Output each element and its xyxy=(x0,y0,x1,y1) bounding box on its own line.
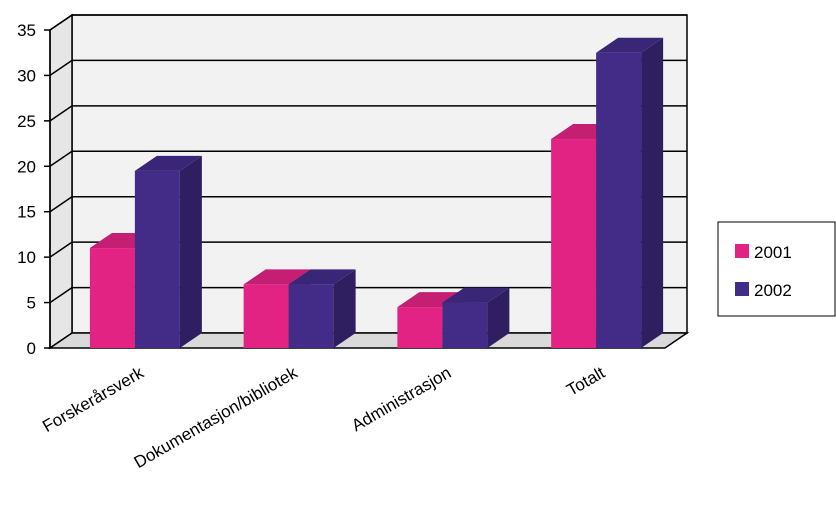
x-label-0: Forskerårsverk xyxy=(39,363,147,436)
x-label-1: Dokumentasjon/bibliotek xyxy=(131,363,301,472)
bar-front-2001-3 xyxy=(551,139,597,348)
bar-side-2002-1 xyxy=(333,269,356,348)
y-tick-label-0: 0 xyxy=(27,339,36,358)
bar-front-2002-3 xyxy=(596,52,642,348)
gridline-20 xyxy=(49,150,687,167)
bar-front-2001-2 xyxy=(397,307,443,348)
bar-2002-2 xyxy=(442,287,510,348)
gridline-15 xyxy=(49,195,687,213)
bar-top-2002-0 xyxy=(134,155,202,171)
bar-front-2001-1 xyxy=(243,284,289,348)
bar-2002-1 xyxy=(288,269,356,348)
bar-2002-0 xyxy=(134,155,202,348)
y-axis-ticks: 0 5 10 15 20 25 30 35 xyxy=(17,21,51,358)
bar-side-2002-3 xyxy=(641,37,664,348)
bar-top-2001-1 xyxy=(243,269,311,285)
bar-front-2002-1 xyxy=(288,284,334,348)
x-label-2: Administrasjon xyxy=(348,363,454,435)
legend-box xyxy=(717,221,836,317)
y-tick-label-30: 30 xyxy=(17,66,36,85)
gridlines xyxy=(49,14,687,304)
y-tick-label-10: 10 xyxy=(17,248,36,267)
y-tick-label-20: 20 xyxy=(17,157,36,176)
legend: 2001 2002 xyxy=(717,221,836,317)
y-tick-label-5: 5 xyxy=(27,294,36,313)
bar-top-2002-2 xyxy=(442,287,510,303)
legend-label-2002: 2002 xyxy=(754,281,792,300)
bar-side-2002-2 xyxy=(487,287,510,348)
bar-side-2002-0 xyxy=(179,155,202,348)
bars xyxy=(89,37,664,349)
y-tick-label-35: 35 xyxy=(17,21,36,40)
y-tick-label-25: 25 xyxy=(17,112,36,131)
legend-swatch-2001 xyxy=(735,244,749,258)
bar-front-2002-2 xyxy=(442,302,488,348)
x-label-3: Totalt xyxy=(563,363,608,400)
legend-swatch-2002 xyxy=(735,282,749,296)
legend-label-2001: 2001 xyxy=(754,243,792,262)
bar-top-2002-1 xyxy=(288,269,356,285)
bar-front-2001-0 xyxy=(89,248,135,348)
bar-front-2002-0 xyxy=(134,170,180,348)
y-tick-label-15: 15 xyxy=(17,203,36,222)
gridline-35 xyxy=(49,14,687,31)
side-wall xyxy=(49,13,73,350)
bar-2002-3 xyxy=(596,37,664,348)
gridline-30 xyxy=(49,59,687,77)
bar-top-2002-3 xyxy=(596,37,664,53)
gridline-25 xyxy=(49,105,687,122)
gridline-10 xyxy=(49,241,687,258)
